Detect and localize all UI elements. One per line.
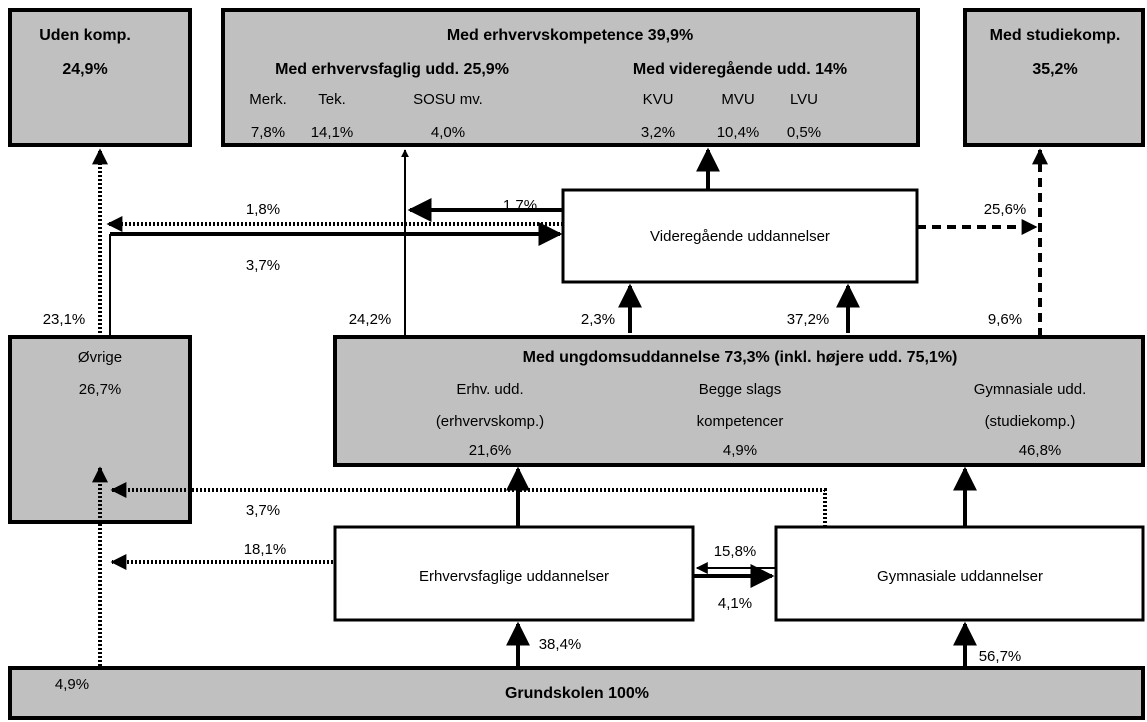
- box-title: Øvrige: [78, 349, 122, 366]
- column-label: Erhv. udd.: [456, 381, 523, 398]
- item-value: 14,1%: [311, 124, 354, 141]
- flow-label: 3,7%: [246, 257, 280, 274]
- flow-label: 37,2%: [787, 311, 830, 328]
- sub-title: Med erhvervsfaglig udd. 25,9%: [275, 61, 509, 78]
- flow-label: 4,1%: [718, 595, 752, 612]
- flow-label: 23,1%: [43, 311, 86, 328]
- box-title: Videregående uddannelser: [650, 228, 830, 245]
- column-value: 4,9%: [723, 442, 757, 459]
- box-title: Uden komp.: [39, 27, 131, 44]
- flow-label: 1,7%: [503, 197, 537, 214]
- box-videregaaende: [561, 188, 919, 284]
- item-label: Merk.: [249, 91, 287, 108]
- item-value: 7,8%: [251, 124, 285, 141]
- box-title: Erhvervsfaglige uddannelser: [419, 568, 609, 585]
- sub-title: Med videregående udd. 14%: [633, 60, 847, 78]
- box-erhvervskompetence: [221, 8, 920, 147]
- box-value: 24,9%: [62, 61, 107, 78]
- flow-label: 25,6%: [984, 201, 1027, 218]
- column-value: 46,8%: [1019, 442, 1062, 459]
- box-title: Med studiekomp.: [990, 27, 1121, 44]
- flow-label: 2,3%: [581, 311, 615, 328]
- box-gymnasiale: [774, 525, 1145, 622]
- flow-label: 38,4%: [539, 636, 582, 653]
- box-ungdom: [333, 335, 1145, 467]
- box-uden: [8, 8, 192, 147]
- box-title: Gymnasiale uddannelser: [877, 568, 1043, 585]
- column-label: (studiekomp.): [985, 413, 1076, 430]
- box-title: Med ungdomsuddannelse 73,3% (inkl. højer…: [523, 349, 958, 366]
- box-erhvervsfaglige: [333, 525, 695, 622]
- box-grundskolen: [8, 666, 1145, 720]
- column-label: Gymnasiale udd.: [974, 381, 1087, 398]
- flow-label: 56,7%: [979, 648, 1022, 665]
- flow-label: 15,8%: [714, 543, 757, 560]
- item-value: 0,5%: [787, 124, 821, 141]
- box-value: 35,2%: [1032, 61, 1077, 78]
- flow-label: 3,7%: [246, 502, 280, 519]
- item-label: MVU: [721, 91, 754, 108]
- flow-label: 1,8%: [246, 201, 280, 218]
- column-label: (erhvervskomp.): [436, 413, 544, 430]
- item-value: 4,0%: [431, 124, 465, 141]
- flow-label: 9,6%: [988, 311, 1022, 328]
- box-title: Med erhvervskompetence 39,9%: [447, 27, 693, 44]
- column-label: Begge slags: [699, 381, 782, 398]
- arrows: [92, 147, 1048, 668]
- box-title: Grundskolen 100%: [505, 685, 649, 702]
- flow-label: 24,2%: [349, 311, 392, 328]
- item-label: LVU: [790, 91, 818, 108]
- item-label: Tek.: [318, 91, 346, 108]
- flow-label: 18,1%: [244, 541, 287, 558]
- column-label: kompetencer: [697, 413, 784, 430]
- flow-label: 4,9%: [55, 676, 89, 693]
- item-value: 10,4%: [717, 124, 760, 141]
- item-label: SOSU mv.: [413, 91, 483, 108]
- box-value: 26,7%: [79, 381, 122, 398]
- column-value: 21,6%: [469, 442, 512, 459]
- item-label: KVU: [643, 91, 674, 108]
- box-studiekomp: [963, 8, 1145, 147]
- item-value: 3,2%: [641, 124, 675, 141]
